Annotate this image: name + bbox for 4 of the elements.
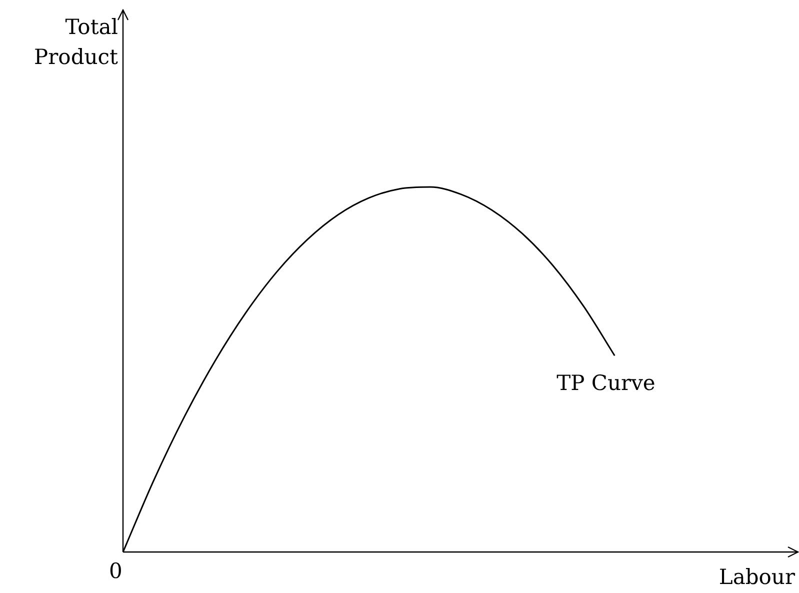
text: Total Product <box>33 14 118 71</box>
text: 0 <box>109 558 122 585</box>
annotation: TP Curve <box>556 370 656 397</box>
x-axis-title: Labour <box>718 564 795 591</box>
